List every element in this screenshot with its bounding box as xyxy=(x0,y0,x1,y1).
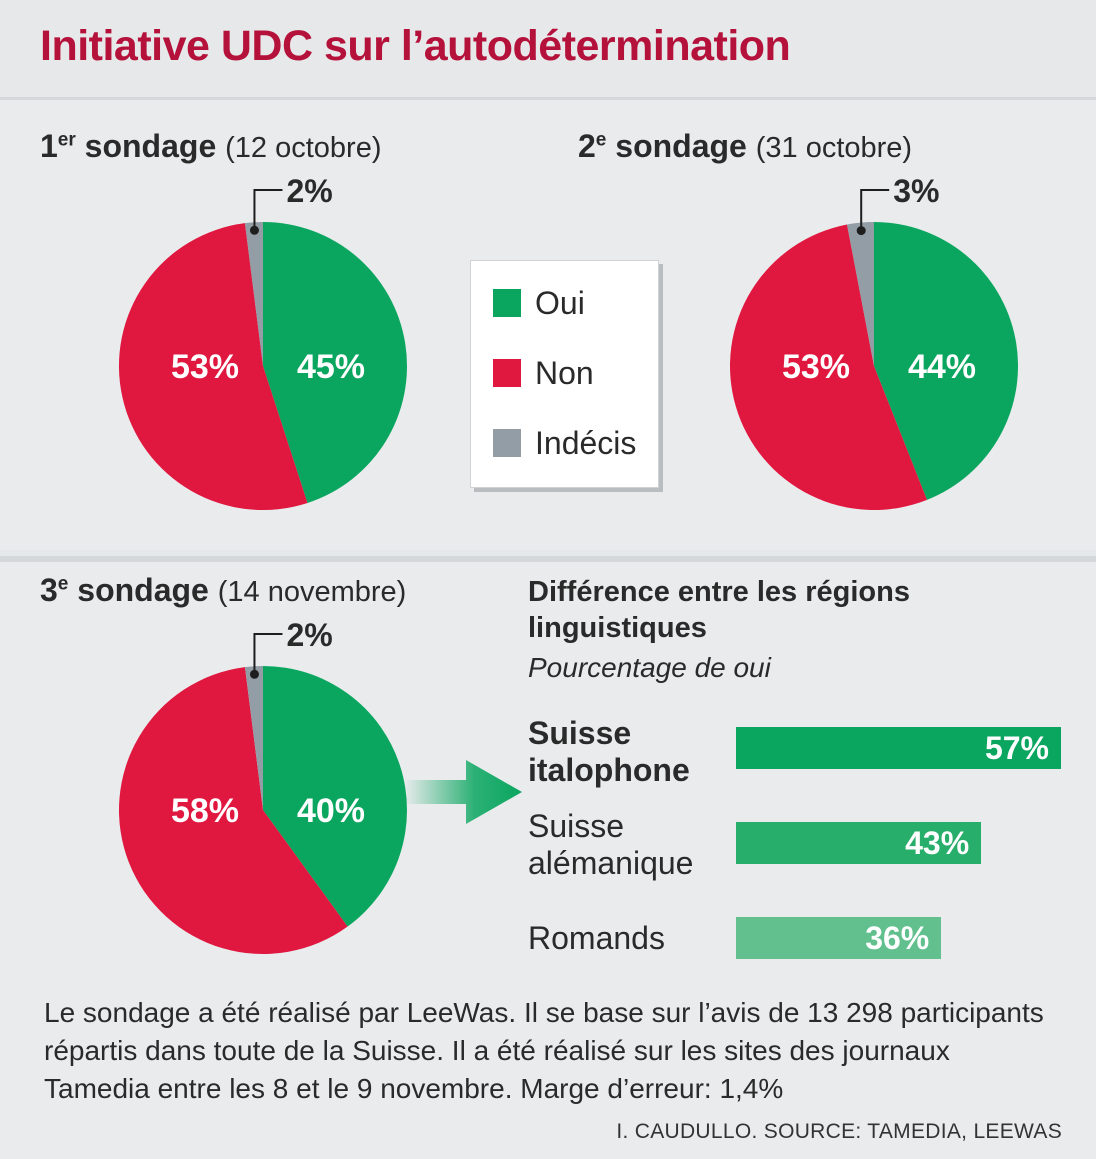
pie-slice-oui xyxy=(263,666,408,927)
pie-slice-non xyxy=(730,224,928,510)
pie-slice-oui xyxy=(874,222,1019,500)
bar-label-alemanique: Suisse alémanique xyxy=(528,808,693,882)
pie-leader-dot xyxy=(249,225,259,235)
poll-2-ordinal-suffix: e xyxy=(595,129,607,151)
pie-leader-dot xyxy=(249,669,259,679)
poll-2-label: sondage xyxy=(615,128,747,164)
bar-value-italophone: 57% xyxy=(984,730,1049,766)
legend-item-oui: Oui xyxy=(493,283,585,323)
bar-romands: 36% xyxy=(736,917,942,959)
legend-item-non: Non xyxy=(493,353,594,393)
pie-leader-line xyxy=(860,189,890,231)
bar-label-alemanique-line1: Suisse xyxy=(528,808,625,844)
poll-1-date: (12 octobre) xyxy=(225,132,382,164)
legend-label-non: Non xyxy=(535,354,594,391)
legend: Oui Non Indécis xyxy=(470,260,659,488)
pie-label-non: 53% xyxy=(782,348,850,386)
pie-leader-dot xyxy=(856,226,866,236)
pie-label-oui: 44% xyxy=(908,348,976,386)
poll-3-date: (14 novembre) xyxy=(217,576,407,608)
pie-label-indecis: 3% xyxy=(893,173,939,209)
poll-3-ordinal-suffix: e xyxy=(57,573,69,595)
pie-label-non: 58% xyxy=(171,792,239,830)
pie-label-non: 53% xyxy=(171,348,239,386)
bar-alemanique: 43% xyxy=(736,822,982,864)
source-credit: I. CAUDULLO. SOURCE: TAMEDIA, LEEWAS xyxy=(616,1120,1062,1143)
bar-label-alemanique-line2: alémanique xyxy=(528,845,694,881)
pie-label-oui: 40% xyxy=(297,792,365,830)
bar-label-italophone-line2: italophone xyxy=(528,752,690,788)
poll-3-heading: 3e sondage (14 novembre) xyxy=(40,572,406,609)
poll-1-label: sondage xyxy=(84,128,217,164)
poll-3-ordinal: 3 xyxy=(40,572,58,608)
pie-slice-indecis xyxy=(847,222,874,366)
page-title: Initiative UDC sur l’autodétermination xyxy=(40,22,791,70)
bar-label-romands-line1: Romands xyxy=(528,920,665,956)
bar-label-italophone-line1: Suisse xyxy=(528,715,632,751)
pie-chart-poll-1: 45% 53% 2% xyxy=(118,173,407,511)
methodology-note: Le sondage a été réalisé par LeeWas. Il … xyxy=(44,997,1044,1104)
legend-swatch-non xyxy=(493,359,521,387)
legend-item-indecis: Indécis xyxy=(493,423,636,463)
legend-label-oui: Oui xyxy=(535,284,585,321)
bar-label-romands: Romands xyxy=(528,920,665,957)
poll-1-ordinal: 1 xyxy=(40,128,58,164)
regions-title: Différence entre les régions linguistiqu… xyxy=(528,576,910,644)
pie-label-indecis: 2% xyxy=(286,617,332,653)
poll-2-ordinal: 2 xyxy=(578,128,596,164)
pie-leader-line xyxy=(253,633,283,675)
bar-label-italophone: Suisse italophone xyxy=(528,715,690,789)
legend-swatch-oui xyxy=(493,289,521,317)
bar-value-romands: 36% xyxy=(865,920,930,956)
poll-2-date: (31 octobre) xyxy=(755,132,913,164)
poll-3-label: sondage xyxy=(77,572,209,608)
legend-label-indecis: Indécis xyxy=(535,424,637,461)
bar-italophone: 57% xyxy=(736,727,1061,769)
pie-leader-line xyxy=(253,189,283,231)
poll-1-ordinal-suffix: er xyxy=(57,129,76,151)
legend-swatch-indecis xyxy=(493,429,521,457)
pie-slice-indecis xyxy=(244,222,263,366)
pie-label-oui: 45% xyxy=(297,348,365,386)
arrow-right-icon xyxy=(404,760,522,824)
bar-value-alemanique: 43% xyxy=(905,825,970,861)
regions-unit: Pourcentage de oui xyxy=(528,652,771,683)
pie-slice-indecis xyxy=(244,666,263,810)
pie-label-indecis: 2% xyxy=(286,173,332,209)
pie-slice-non xyxy=(118,223,308,511)
pie-chart-poll-2: 44% 53% 3% xyxy=(730,173,1019,510)
poll-2-heading: 2e sondage (31 octobre) xyxy=(578,128,912,165)
pie-chart-poll-3: 40% 58% 2% xyxy=(118,617,408,955)
pie-slice-oui xyxy=(263,222,407,503)
poll-1-heading: 1er sondage (12 octobre) xyxy=(40,128,381,165)
pie-slice-non xyxy=(118,667,348,955)
